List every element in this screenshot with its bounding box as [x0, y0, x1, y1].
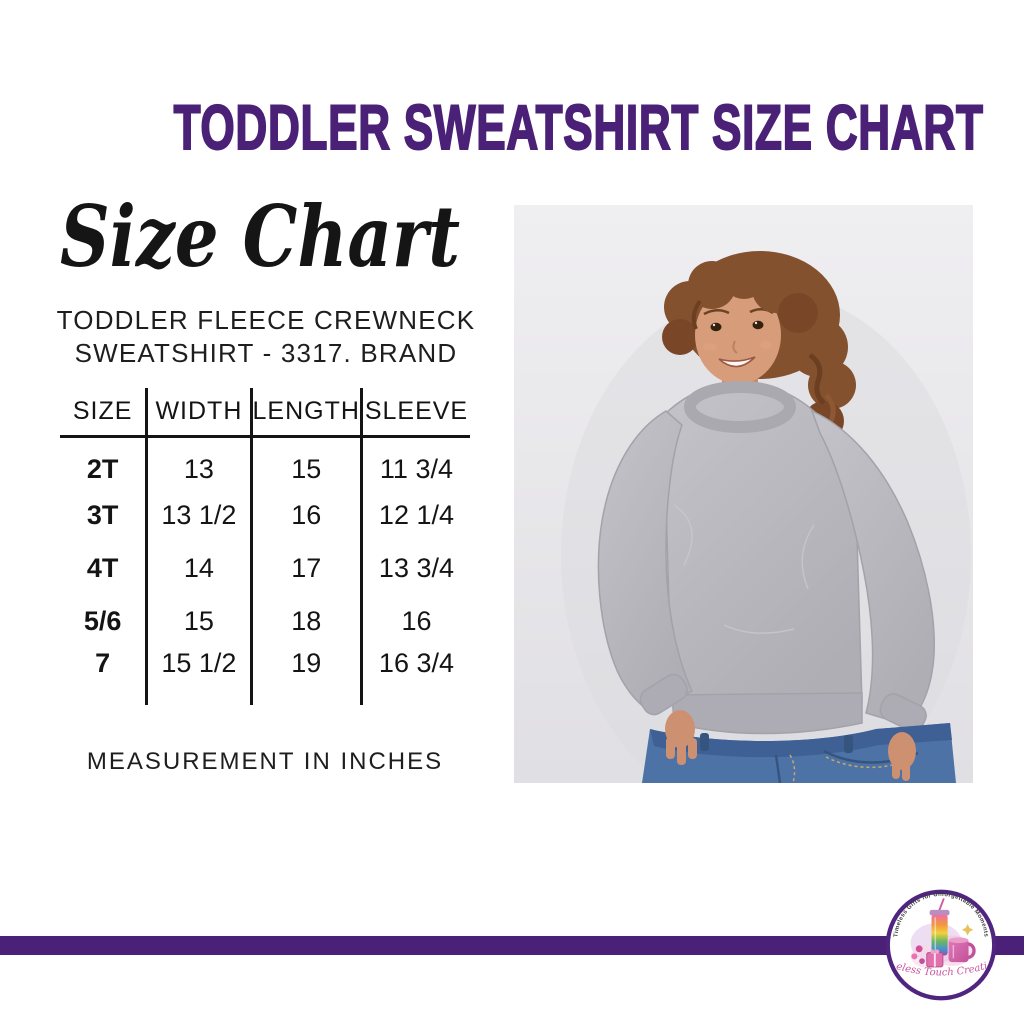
script-heading-svg: Size Chart	[60, 187, 460, 286]
measurement-cell: 16 3/4	[359, 648, 470, 705]
table-row: 4T 14 17 13 3/4	[60, 542, 470, 595]
brand-logo-svg: Timeless Gifts for Unforgettable Moments…	[884, 888, 997, 1001]
column-header: WIDTH	[145, 388, 252, 438]
size-cell: 2T	[86, 453, 119, 484]
subtitle-line-2: SWEATSHIRT - 3317. BRAND	[74, 338, 458, 368]
size-cell: 4T	[86, 553, 119, 583]
page-title: TODDLER SWEATSHIRT SIZE CHART	[173, 92, 984, 164]
footer-accent-bar	[0, 936, 1024, 955]
product-photo	[514, 205, 973, 783]
crewneck-collar	[684, 381, 796, 433]
measurement-cell: 13	[145, 436, 252, 489]
column-header: SIZE	[60, 388, 147, 438]
measurement-cell: 12 1/4	[359, 489, 470, 542]
measurement-cell: 11 3/4	[359, 436, 470, 489]
table-row: 3T 13 1/2 16 12 1/4	[60, 489, 470, 542]
script-heading: Size Chart	[52, 178, 468, 294]
hem-band	[671, 692, 863, 735]
size-cell: 7	[95, 648, 111, 678]
measurement-cell: 18	[249, 595, 362, 648]
script-heading-text: Size Chart	[60, 187, 460, 286]
measurement-cell: 15	[145, 595, 252, 648]
column-header: SLEEVE	[359, 388, 470, 438]
measurement-cell: 19	[249, 648, 362, 705]
right-cuff	[879, 693, 927, 732]
measurement-cell: 16	[359, 595, 470, 648]
measurement-cell: 15	[249, 436, 362, 489]
measurement-cell: 17	[249, 542, 362, 595]
sparkle-icon	[961, 924, 974, 936]
size-cell: 3T	[86, 500, 119, 530]
subtitle-line-1: TODDLER FLEECE CREWNECK	[56, 305, 476, 335]
size-cell: 5/6	[83, 606, 122, 636]
toddler-photo-illustration	[514, 205, 973, 783]
brand-logo: Timeless Gifts for Unforgettable Moments…	[884, 888, 998, 1002]
table-header-row: SIZE WIDTH LENGTH SLEEVE	[60, 388, 470, 438]
table-row: 5/6 15 18 16	[60, 595, 470, 648]
banner: TODDLER SWEATSHIRT SIZE CHART	[0, 92, 1024, 164]
measurement-cell: 13 3/4	[359, 542, 470, 595]
size-table: SIZE WIDTH LENGTH SLEEVE 2T 13 15 11 3/4 3T 13 1…	[60, 388, 470, 705]
hands	[665, 710, 916, 781]
left-cuff	[639, 673, 688, 716]
tumbler-icon	[929, 898, 950, 956]
measurement-note: MEASUREMENT IN INCHES	[86, 748, 444, 775]
flowers-icon	[911, 924, 974, 964]
product-subtitle: TODDLER FLEECE CREWNECK SWEATSHIRT - 331…	[38, 304, 494, 370]
gift-icon	[926, 949, 944, 968]
measurement-cell: 16	[249, 489, 362, 542]
jeans	[642, 723, 956, 783]
column-header: LENGTH	[249, 388, 362, 438]
hair-front	[688, 255, 836, 425]
mug-icon	[948, 937, 976, 963]
sweatshirt	[597, 381, 936, 735]
table-row: 7 15 1/2 19 16 3/4	[60, 648, 470, 705]
measurement-cell: 14	[145, 542, 252, 595]
measurement-cell: 15 1/2	[145, 648, 252, 705]
table-row: 2T 13 15 11 3/4	[60, 436, 470, 489]
measurement-cell: 13 1/2	[145, 489, 252, 542]
